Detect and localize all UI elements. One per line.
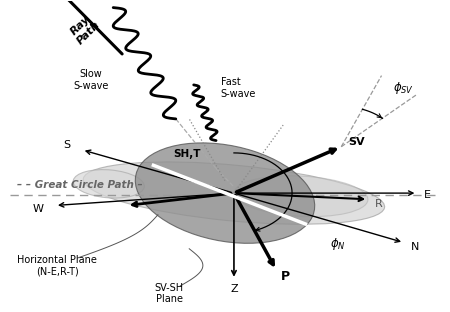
Text: P: P [281, 270, 290, 283]
Ellipse shape [73, 170, 144, 198]
Text: Z: Z [230, 284, 238, 294]
Text: N: N [410, 242, 419, 252]
Text: W: W [33, 203, 44, 214]
Ellipse shape [234, 176, 368, 217]
Text: S: S [63, 140, 71, 150]
Text: Fast
S-wave: Fast S-wave [220, 77, 256, 99]
Text: E: E [424, 190, 431, 200]
Text: R: R [375, 199, 382, 209]
Ellipse shape [83, 162, 385, 224]
Text: $\phi_{SV}$: $\phi_{SV}$ [393, 80, 414, 96]
Text: $\phi_N$: $\phi_N$ [330, 236, 346, 252]
Text: SH,T: SH,T [173, 149, 201, 159]
Text: Slow
S-wave: Slow S-wave [73, 70, 108, 91]
Text: SV-SH
Plane: SV-SH Plane [154, 283, 184, 305]
Text: SV: SV [348, 137, 365, 147]
Text: – – Great Circle Path –: – – Great Circle Path – [17, 180, 143, 190]
Text: Horizontal Plane
(N-E,R-T): Horizontal Plane (N-E,R-T) [18, 255, 97, 276]
Text: Ray
Path: Ray Path [67, 12, 102, 47]
Ellipse shape [135, 143, 315, 243]
